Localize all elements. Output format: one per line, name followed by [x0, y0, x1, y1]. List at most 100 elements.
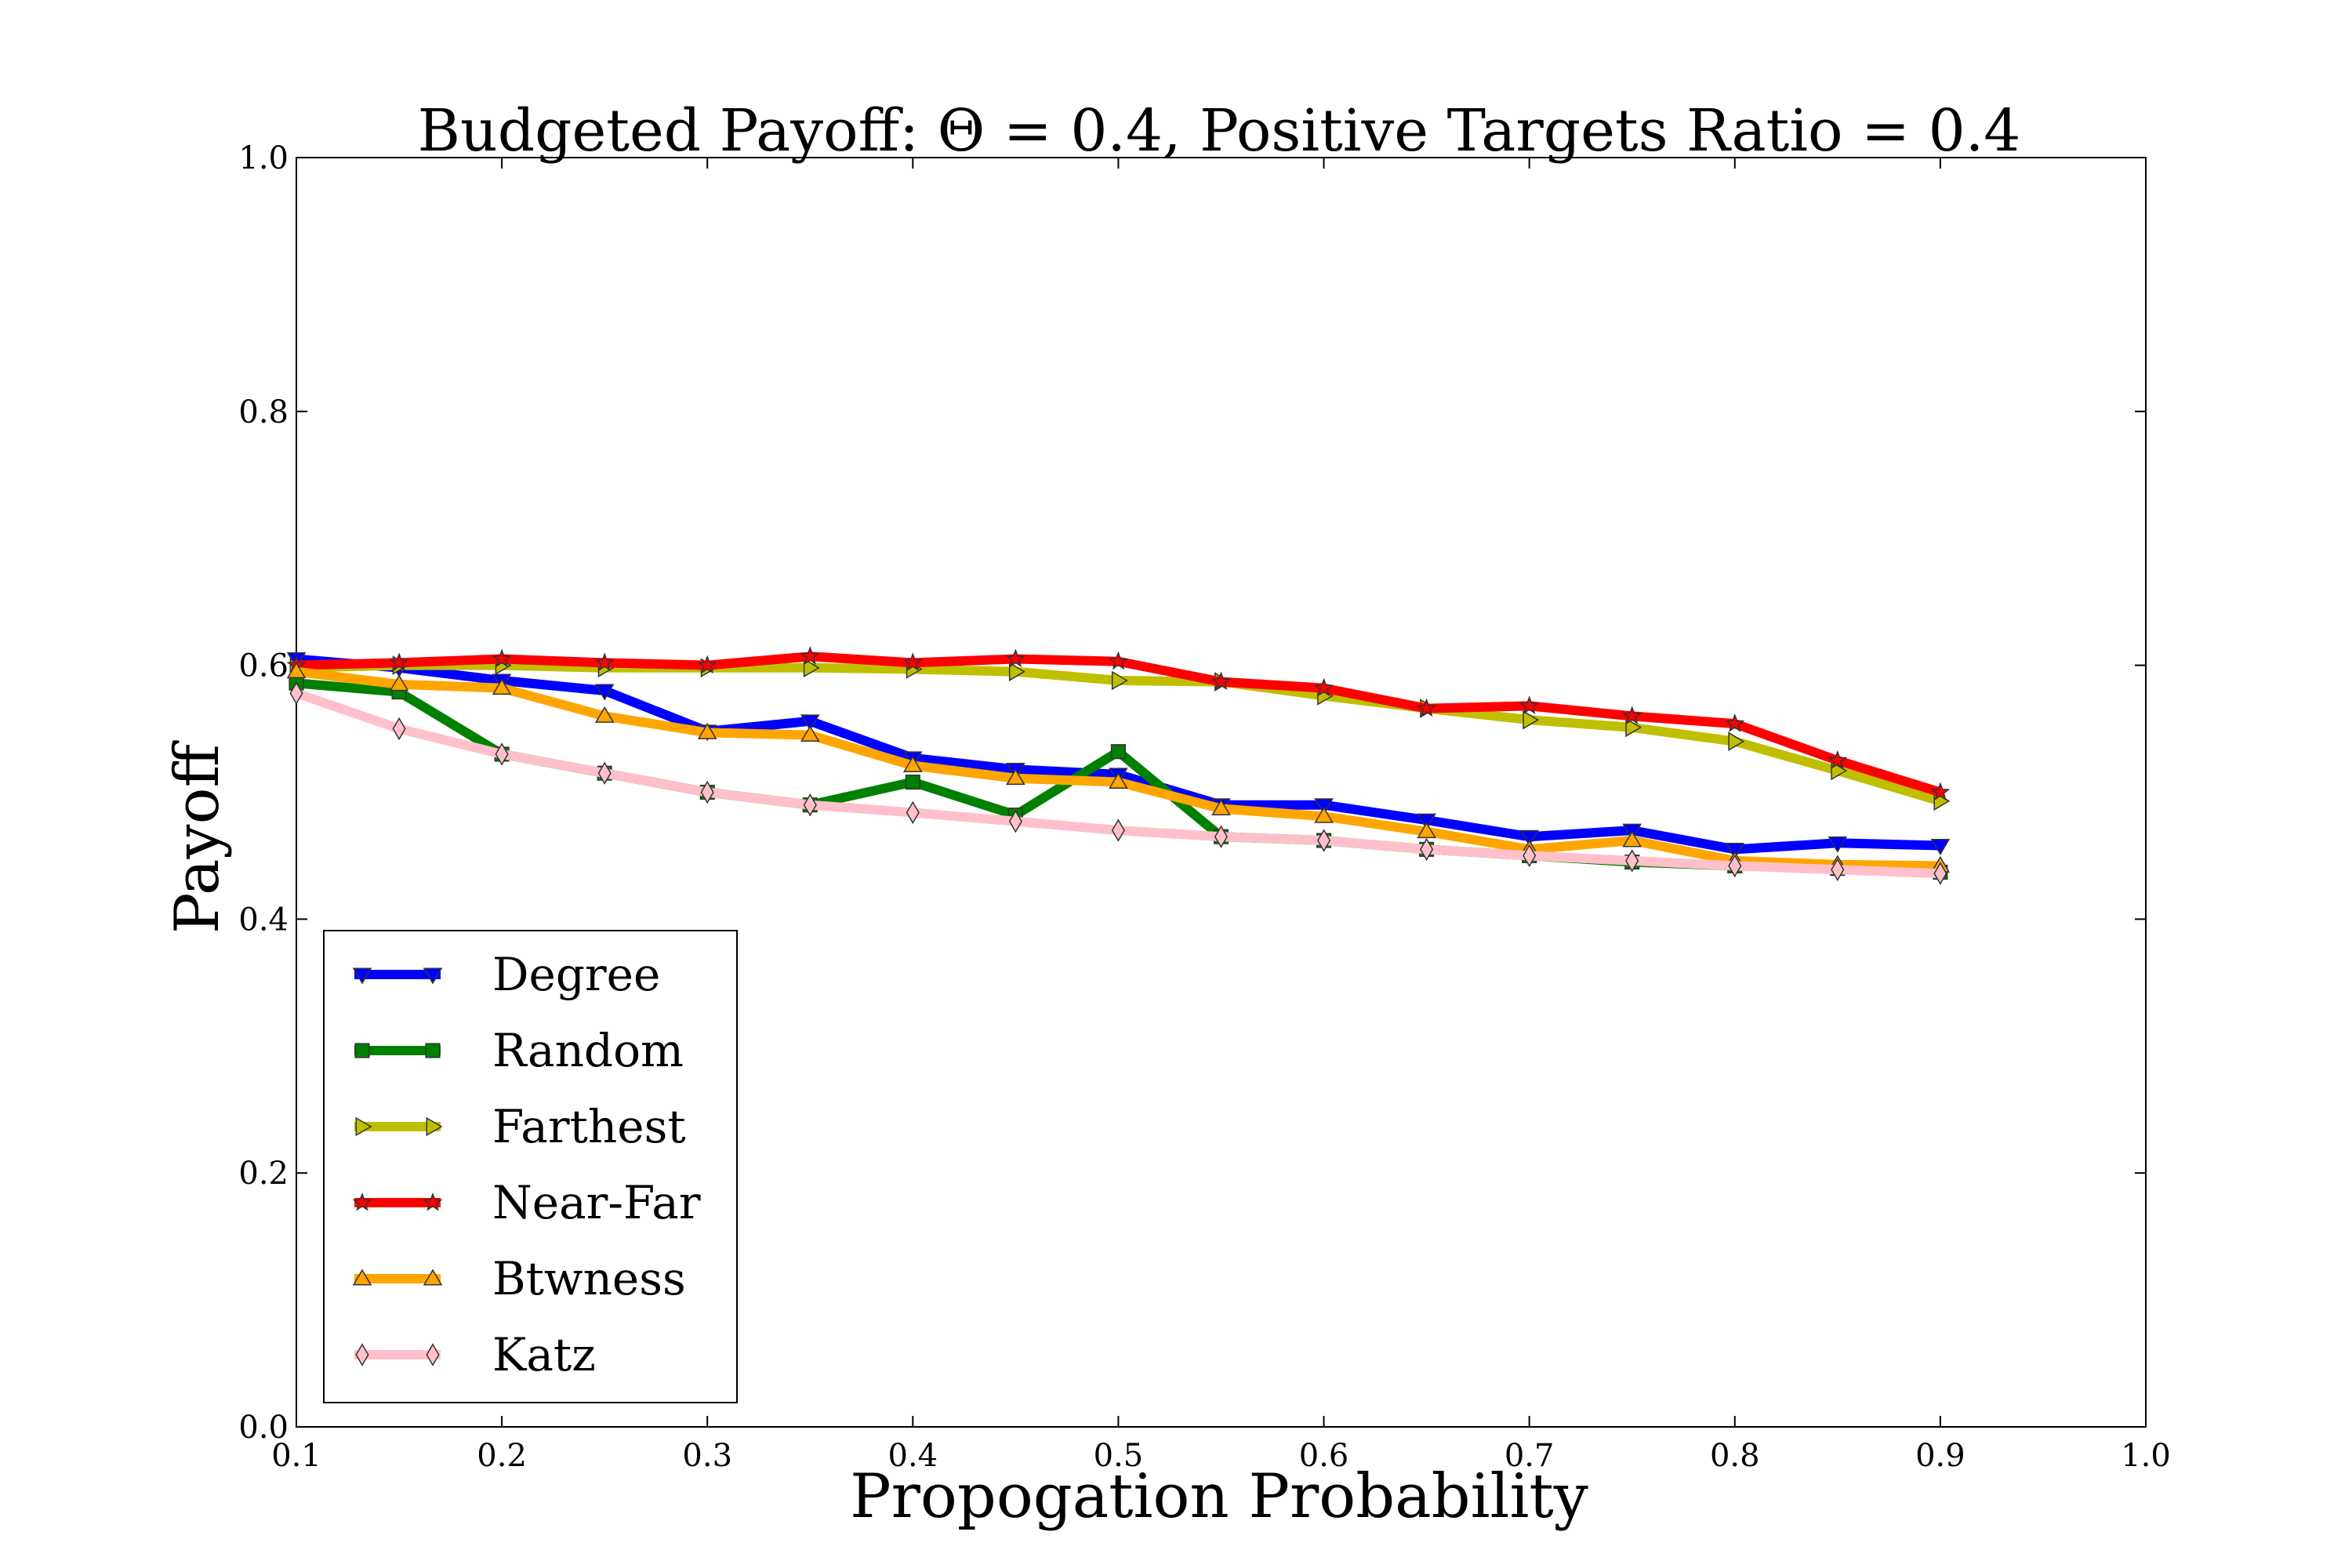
y-tick-label: 0.2 [238, 1156, 289, 1192]
legend-marker-start [355, 1116, 372, 1137]
data-point [1625, 717, 1642, 738]
legend-item-katz: Katz [354, 1328, 596, 1381]
data-point [1930, 782, 1951, 801]
data-point [594, 684, 615, 701]
data-point [1930, 839, 1951, 855]
x-tick-label: 0.3 [682, 1438, 732, 1474]
data-point [389, 674, 409, 691]
data-point [1417, 813, 1436, 830]
data-point [1523, 844, 1537, 868]
data-point [1006, 768, 1025, 786]
data-point [1314, 677, 1334, 697]
x-tick-label: 0.5 [1094, 1438, 1144, 1474]
data-point [1625, 849, 1639, 873]
legend-marker-start [355, 1343, 369, 1367]
legend-marker-start [352, 1192, 372, 1211]
data-point [1417, 822, 1436, 839]
legend-label: Btwness [492, 1252, 686, 1305]
data-point [1523, 710, 1540, 730]
data-point [1828, 836, 1848, 853]
data-point [594, 706, 615, 723]
data-point [1314, 798, 1334, 815]
data-point [905, 774, 920, 790]
data-point [392, 717, 406, 741]
data-point [1725, 713, 1745, 732]
data-point [1728, 854, 1742, 878]
data-point [1211, 799, 1231, 815]
series-katz [289, 681, 1947, 885]
legend-label: Katz [492, 1328, 596, 1381]
legend-marker-end [426, 1343, 440, 1367]
y-tick-label: 1.0 [238, 140, 289, 176]
plot-area: 0.1 0.2 0.3 0.4 0.5 0.6 0.7 0.8 0.9 1.0 0.0 0.2 0.4 0… [238, 140, 2170, 1474]
data-point [286, 662, 307, 679]
data-point [803, 793, 817, 817]
chart-title: Budgeted Payoff: Θ = 0.4, Positive Targe… [418, 97, 2021, 165]
data-point [1108, 651, 1128, 670]
legend-label: Near-Far [492, 1176, 701, 1229]
data-point [1417, 698, 1437, 717]
legend-label: Farthest [492, 1100, 686, 1153]
legend-marker-start [352, 967, 372, 985]
data-point [495, 742, 509, 766]
data-point [1725, 842, 1745, 859]
series-layer [286, 646, 1951, 885]
data-point [1109, 772, 1128, 789]
data-point [1622, 830, 1642, 848]
data-point [902, 756, 923, 772]
data-point [800, 646, 820, 665]
data-point [697, 655, 717, 674]
legend-item-random: Random [354, 1024, 684, 1077]
x-tick-label: 1.0 [2121, 1438, 2171, 1474]
data-point [906, 800, 920, 825]
legend-item-farthest: Farthest [354, 1100, 686, 1153]
legend-item-near-far: Near-Far [352, 1176, 701, 1229]
plot-frame [296, 157, 2147, 1428]
data-point [1622, 706, 1642, 725]
legend-marker-start [354, 1043, 370, 1058]
data-point [1314, 806, 1334, 823]
data-point [492, 648, 512, 668]
legend-label: Random [492, 1024, 684, 1077]
legend-marker-end [426, 1116, 443, 1137]
x-tick-label: 0.9 [1915, 1438, 1965, 1474]
x-tick-label: 0.4 [888, 1438, 938, 1474]
y-tick-label: 0.6 [238, 648, 289, 684]
data-point [1519, 829, 1540, 847]
data-point [1210, 671, 1232, 691]
x-tick-label: 0.2 [477, 1438, 527, 1474]
data-point [492, 678, 512, 695]
data-point [1111, 818, 1125, 842]
data-point [1005, 648, 1025, 668]
data-point [597, 761, 612, 785]
legend-marker-end [423, 1192, 443, 1211]
y-axis-label: Payoff [162, 739, 233, 934]
data-point [697, 722, 717, 739]
data-point [1008, 810, 1022, 833]
x-tick-label: 0.8 [1710, 1438, 1760, 1474]
data-point [1831, 858, 1845, 881]
legend-marker-start [352, 1269, 372, 1286]
data-point [1828, 750, 1848, 769]
legend-item-degree: Degree [352, 948, 660, 1001]
data-point [800, 714, 820, 731]
data-point [902, 652, 923, 672]
x-tick-label: 0.7 [1504, 1438, 1555, 1474]
data-point [1728, 731, 1745, 752]
series-near-far [286, 646, 1951, 801]
legend-item-btwness: Btwness [352, 1252, 686, 1305]
legend-marker-end [423, 1269, 443, 1286]
x-axis-label: Propogation Probability [850, 1461, 1588, 1532]
data-point [700, 780, 714, 804]
data-point [800, 725, 820, 742]
legend-marker-end [425, 1043, 441, 1058]
data-point [1519, 695, 1540, 715]
data-point [1008, 662, 1025, 682]
legend-label: Degree [492, 948, 660, 1001]
x-tick-label: 0.1 [271, 1438, 321, 1474]
legend-marker-end [423, 967, 443, 985]
y-tick-label: 0.0 [238, 1410, 289, 1446]
data-point [1420, 837, 1434, 862]
legend: Degree Random Farthest Near-Far Btwness Katz [323, 930, 738, 1403]
